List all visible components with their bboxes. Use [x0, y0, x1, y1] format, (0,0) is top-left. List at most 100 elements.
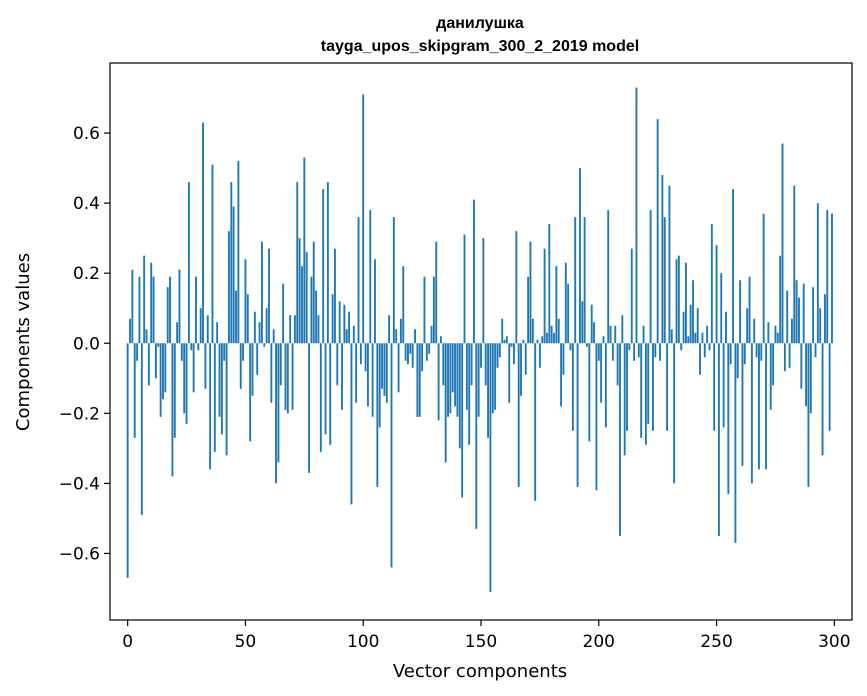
bar [388, 315, 391, 344]
bar [192, 343, 195, 393]
bar [176, 322, 179, 344]
bar [385, 343, 388, 403]
bar [162, 343, 164, 400]
bar [249, 343, 252, 442]
y-axis-ticks: −0.6 −0.4 −0.2 0.0 0.2 0.4 0.6 [59, 124, 110, 564]
bar [256, 343, 259, 375]
bar [359, 343, 362, 365]
plot-frame [109, 62, 853, 621]
bar [607, 210, 610, 344]
bar [470, 343, 473, 386]
bar [713, 343, 716, 431]
bar [543, 248, 546, 344]
chart-subtitle: tayga_upos_skipgram_300_2_2019 model [321, 38, 639, 55]
bar [414, 329, 416, 344]
bar [491, 343, 494, 414]
bar [722, 343, 725, 428]
bar [675, 259, 678, 344]
bar [649, 210, 652, 344]
bar [348, 311, 351, 344]
bar [673, 343, 676, 484]
bar [795, 280, 798, 344]
bar [220, 343, 223, 435]
bar [211, 164, 214, 344]
bar [143, 255, 146, 344]
bar [489, 343, 492, 592]
bar [324, 343, 327, 435]
bar [746, 308, 749, 344]
bar [296, 182, 299, 344]
bar [496, 343, 499, 368]
x-tick-label: 250 [700, 632, 732, 652]
bar [640, 343, 643, 438]
bar [798, 297, 800, 344]
bar [390, 343, 393, 568]
bar [171, 343, 174, 477]
bar [362, 94, 365, 344]
bar [136, 343, 139, 361]
bar [447, 343, 449, 417]
bars-group [126, 87, 833, 592]
bar [710, 224, 713, 344]
bar [357, 217, 360, 344]
bar [680, 343, 683, 351]
bar [772, 343, 775, 386]
bar [588, 343, 591, 442]
bar [449, 343, 452, 414]
bar [458, 343, 461, 449]
bar [432, 276, 435, 344]
bar [583, 217, 586, 344]
bar [758, 343, 760, 470]
bar [244, 259, 247, 344]
bar [418, 343, 421, 417]
bar [416, 343, 419, 417]
bar [732, 189, 734, 344]
bar [140, 343, 143, 515]
x-tick-label: 0 [122, 632, 133, 652]
y-tick-label: −0.2 [59, 404, 100, 424]
bar [312, 241, 315, 344]
bar [616, 343, 619, 386]
bar [437, 343, 440, 421]
bar [183, 343, 186, 414]
x-tick-label: 150 [465, 632, 497, 652]
bar [790, 318, 793, 344]
bar [574, 217, 577, 344]
bar [597, 343, 600, 361]
bar [376, 343, 379, 487]
bar [508, 343, 511, 403]
bar [407, 343, 409, 365]
bar [779, 255, 782, 344]
bar [623, 343, 626, 456]
bar [289, 315, 292, 344]
bar [654, 343, 657, 358]
bar [767, 322, 770, 344]
bar [783, 343, 786, 372]
x-tick-label: 50 [235, 632, 257, 652]
y-tick-label: 0.2 [73, 264, 100, 284]
bar [633, 343, 636, 361]
bar [628, 343, 631, 351]
bar [644, 343, 647, 445]
bar [753, 318, 756, 344]
bar [765, 343, 767, 470]
bar [484, 343, 487, 386]
bar [293, 315, 296, 344]
bar [611, 343, 614, 361]
bar [510, 343, 513, 347]
bar [260, 241, 263, 344]
bar [166, 287, 169, 344]
bar [381, 343, 383, 389]
bar [178, 269, 181, 344]
bar [736, 343, 739, 379]
bar [268, 248, 270, 344]
bar [762, 213, 765, 344]
bar [826, 210, 829, 344]
bar [195, 276, 197, 344]
bar [819, 308, 822, 344]
bar [329, 343, 332, 445]
bar [461, 343, 464, 498]
bar [809, 343, 812, 414]
bar [242, 343, 245, 361]
